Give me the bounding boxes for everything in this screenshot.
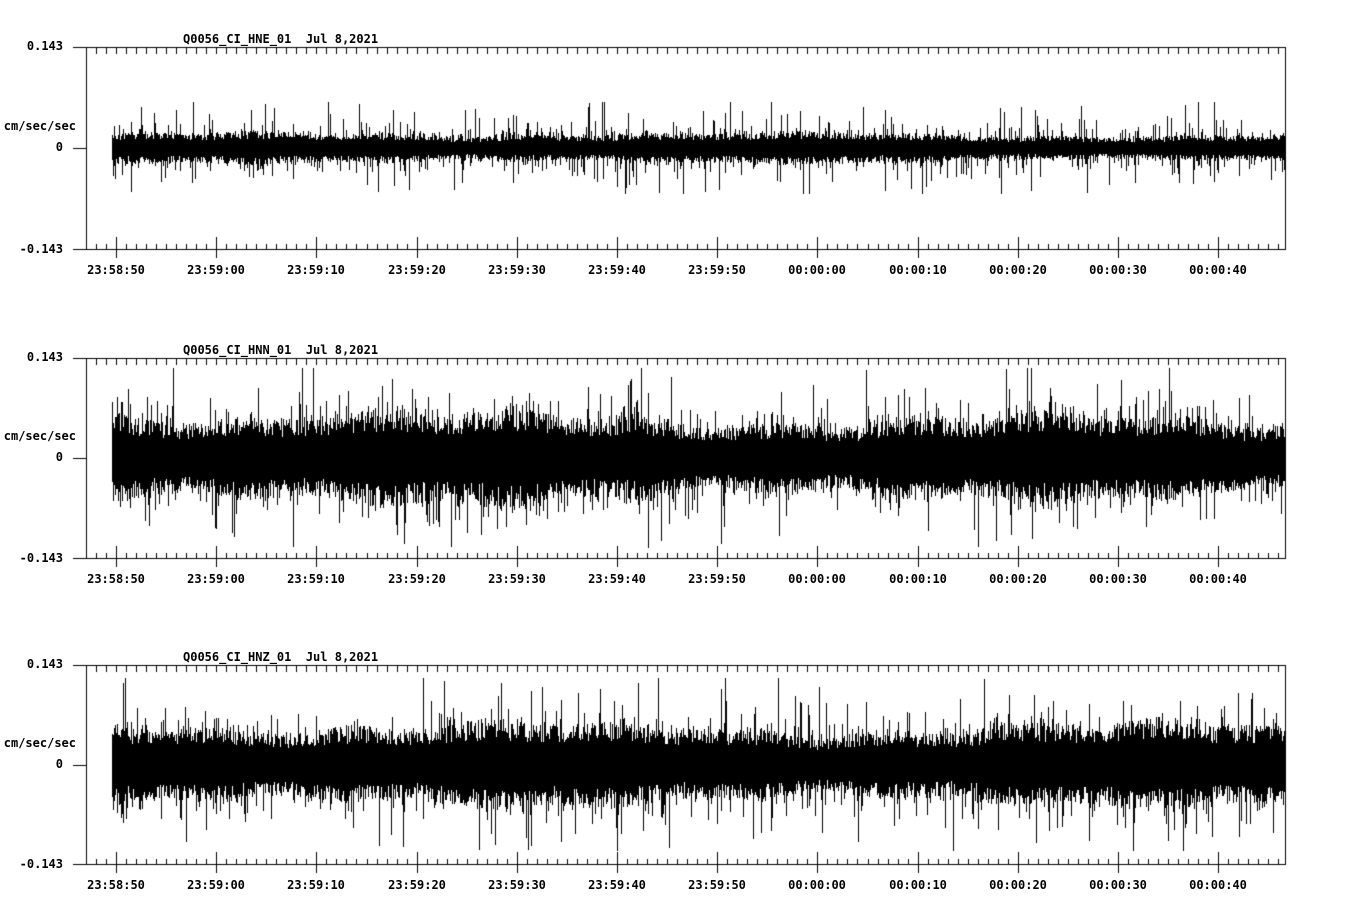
x-tick-label: 23:58:50 bbox=[87, 572, 145, 586]
x-tick-label: 00:00:10 bbox=[889, 263, 947, 277]
x-tick-label: 00:00:20 bbox=[989, 263, 1047, 277]
y-axis-units-label: cm/sec/sec bbox=[3, 736, 76, 750]
y-axis-zero-label: 0 bbox=[55, 140, 63, 154]
y-axis-min-label: -0.143 bbox=[19, 551, 63, 565]
x-tick-label: 00:00:20 bbox=[989, 878, 1047, 892]
x-tick-label: 00:00:40 bbox=[1189, 878, 1247, 892]
x-tick-label: 00:00:30 bbox=[1089, 878, 1147, 892]
x-tick-label: 00:00:10 bbox=[889, 572, 947, 586]
y-axis-min-label: -0.143 bbox=[19, 242, 63, 256]
waveform-canvas-hnz bbox=[69, 664, 1295, 876]
x-tick-label: 00:00:40 bbox=[1189, 572, 1247, 586]
y-axis-max-label: 0.143 bbox=[26, 657, 63, 671]
x-tick-label: 23:58:50 bbox=[87, 878, 145, 892]
x-tick-label: 23:59:20 bbox=[388, 878, 446, 892]
y-axis-units-label: cm/sec/sec bbox=[3, 119, 76, 133]
x-tick-label: 23:59:10 bbox=[287, 263, 345, 277]
x-tick-label: 00:00:00 bbox=[788, 878, 846, 892]
x-tick-label: 00:00:30 bbox=[1089, 572, 1147, 586]
y-axis-units-label: cm/sec/sec bbox=[3, 429, 76, 443]
x-tick-label: 23:59:40 bbox=[588, 263, 646, 277]
waveform-canvas-hnn bbox=[69, 357, 1295, 570]
x-tick-label: 23:59:50 bbox=[688, 263, 746, 277]
x-tick-label: 23:59:30 bbox=[488, 878, 546, 892]
x-tick-label: 23:59:00 bbox=[187, 263, 245, 277]
x-tick-label: 23:59:00 bbox=[187, 572, 245, 586]
plot-title-hnz: Q0056_CI_HNZ_01 Jul 8,2021 bbox=[183, 650, 379, 664]
x-tick-label: 23:59:20 bbox=[388, 263, 446, 277]
x-tick-label: 23:59:40 bbox=[588, 878, 646, 892]
y-axis-zero-label: 0 bbox=[55, 450, 63, 464]
plot-title-hne: Q0056_CI_HNE_01 Jul 8,2021 bbox=[183, 32, 379, 46]
x-tick-label: 00:00:30 bbox=[1089, 263, 1147, 277]
y-axis-zero-label: 0 bbox=[55, 757, 63, 771]
x-tick-label: 23:58:50 bbox=[87, 263, 145, 277]
x-tick-label: 00:00:40 bbox=[1189, 263, 1247, 277]
waveform-canvas-hne bbox=[69, 46, 1295, 261]
y-axis-max-label: 0.143 bbox=[26, 350, 63, 364]
x-tick-label: 00:00:00 bbox=[788, 572, 846, 586]
x-tick-label: 23:59:10 bbox=[287, 878, 345, 892]
x-tick-label: 00:00:00 bbox=[788, 263, 846, 277]
x-tick-label: 23:59:10 bbox=[287, 572, 345, 586]
x-tick-label: 00:00:20 bbox=[989, 572, 1047, 586]
x-tick-label: 23:59:50 bbox=[688, 572, 746, 586]
y-axis-min-label: -0.143 bbox=[19, 857, 63, 871]
plot-title-hnn: Q0056_CI_HNN_01 Jul 8,2021 bbox=[183, 343, 379, 357]
x-tick-label: 23:59:40 bbox=[588, 572, 646, 586]
x-tick-label: 23:59:50 bbox=[688, 878, 746, 892]
x-tick-label: 23:59:30 bbox=[488, 263, 546, 277]
x-tick-label: 23:59:30 bbox=[488, 572, 546, 586]
y-axis-max-label: 0.143 bbox=[26, 39, 63, 53]
x-tick-label: 00:00:10 bbox=[889, 878, 947, 892]
x-tick-label: 23:59:20 bbox=[388, 572, 446, 586]
x-tick-label: 23:59:00 bbox=[187, 878, 245, 892]
